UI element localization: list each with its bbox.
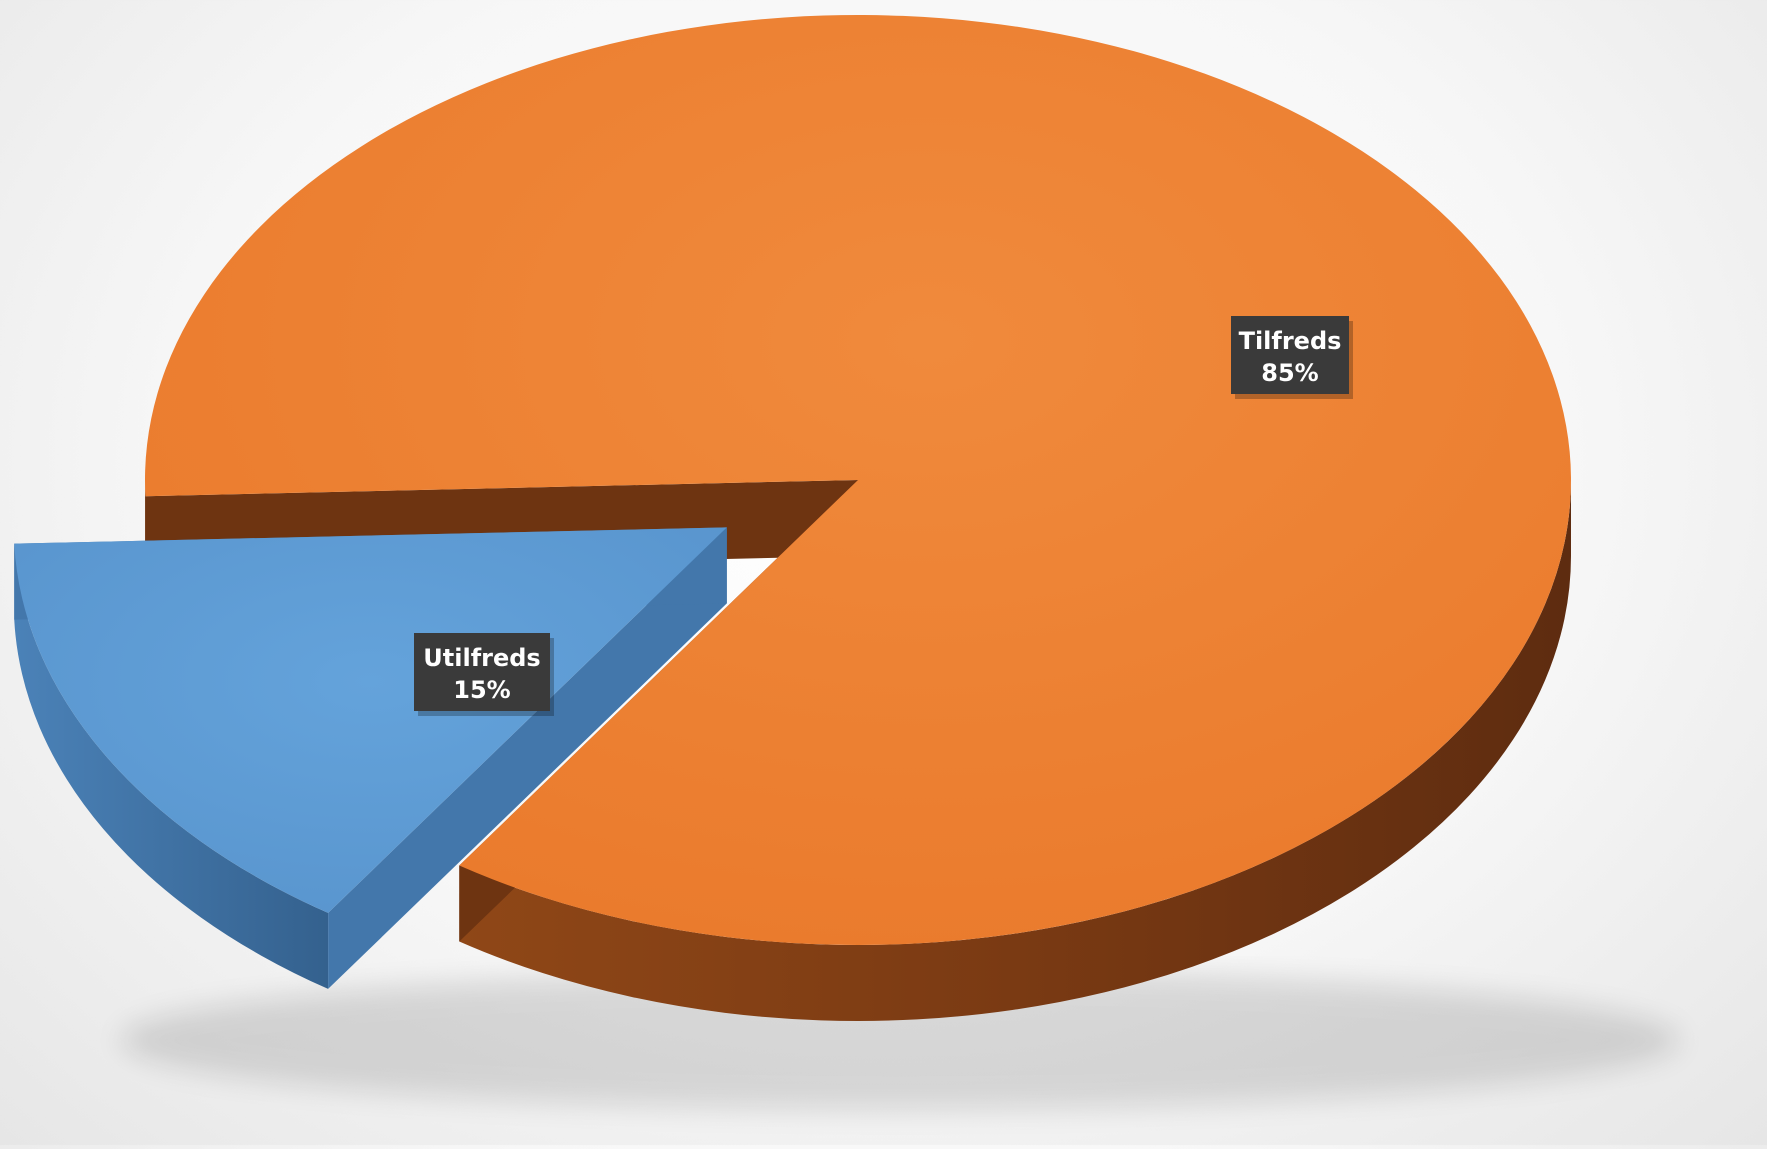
data-label-value-utilfreds: 15% [453,676,510,704]
data-label-value-tilfreds: 85% [1261,359,1318,387]
data-label-category-tilfreds: Tilfreds [1239,327,1342,355]
data-label-utilfreds: Utilfreds 15% [414,633,554,716]
data-label-category-utilfreds: Utilfreds [423,644,540,672]
data-label-tilfreds: Tilfreds 85% [1231,316,1353,399]
pie-slices [14,15,1571,1021]
